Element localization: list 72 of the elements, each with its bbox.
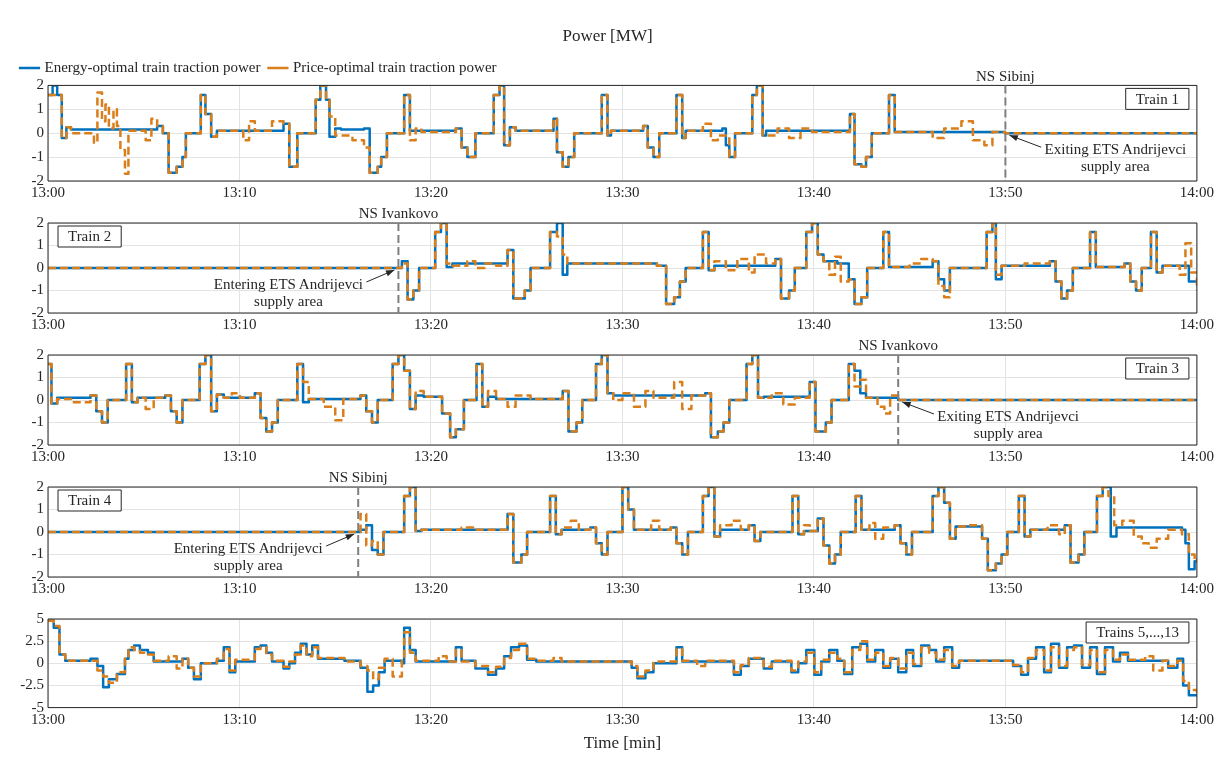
- y-tick-label: 2: [36, 76, 44, 93]
- y-tick-label: 2: [36, 213, 44, 230]
- y-tick-label: -1: [31, 413, 44, 430]
- y-tick-label: -1: [31, 545, 44, 562]
- y-tick-label: 2: [36, 345, 44, 362]
- y-tick-label: 1: [36, 500, 44, 517]
- x-tick-label: 13:30: [605, 447, 640, 464]
- x-tick-label: 13:40: [796, 447, 832, 464]
- x-tick-label: 14:00: [1179, 710, 1214, 727]
- annotation: Train 2: [67, 228, 112, 245]
- x-tick-label: 13:10: [222, 710, 257, 727]
- y-tick-label: 1: [36, 368, 44, 385]
- x-tick-label: 14:00: [1179, 447, 1214, 464]
- ref-line-label: NS Sibinj: [328, 469, 388, 486]
- annotation: Trains 5,...,13: [1096, 624, 1179, 641]
- ref-line-label: NS Ivankovo: [858, 337, 938, 354]
- y-tick-label: -1: [31, 281, 44, 298]
- y-tick-label: -2.5: [20, 676, 44, 693]
- x-tick-label: 13:20: [413, 447, 449, 464]
- y-tick-label: 1: [36, 236, 44, 253]
- x-tick-label: 13:40: [796, 710, 832, 727]
- annotation: Exiting ETS Andrijevci supply area: [937, 407, 1080, 441]
- y-tick-label: -2: [31, 171, 44, 188]
- x-tick-label: 13:40: [796, 183, 832, 200]
- annotation: Train 1: [1135, 90, 1179, 107]
- ref-line-label: NS Sibinj: [976, 67, 1035, 84]
- y-tick-label: -1: [31, 148, 44, 165]
- y-tick-label: 0: [36, 258, 44, 275]
- x-tick-label: 13:30: [605, 315, 640, 332]
- x-tick-label: 13:50: [988, 447, 1023, 464]
- x-tick-label: 13:30: [605, 710, 640, 727]
- y-tick-label: 1: [36, 100, 44, 117]
- x-tick-label: 13:50: [988, 183, 1023, 200]
- x-tick-label: 13:20: [413, 579, 449, 596]
- y-tick-label: -5: [31, 698, 44, 715]
- y-tick-label: -2: [31, 435, 44, 452]
- x-tick-label: 13:10: [222, 315, 257, 332]
- x-tick-label: 13:40: [796, 315, 832, 332]
- x-tick-label: 13:50: [988, 315, 1023, 332]
- legend-label: Price-optimal train traction power: [292, 58, 497, 75]
- y-tick-label: -2: [31, 567, 44, 584]
- x-tick-label: 13:50: [988, 579, 1023, 596]
- x-tick-label: 13:10: [222, 579, 257, 596]
- y-tick-label: 2.5: [25, 632, 44, 649]
- y-tick-label: 0: [36, 124, 44, 141]
- x-tick-label: 13:20: [413, 710, 449, 727]
- y-tick-label: 0: [36, 390, 44, 407]
- annotation: Train 3: [1135, 360, 1179, 377]
- ref-line-label: NS Ivankovo: [358, 205, 439, 222]
- x-tick-label: 14:00: [1179, 579, 1214, 596]
- x-tick-label: 14:00: [1179, 183, 1214, 200]
- y-tick-label: -2: [31, 303, 44, 320]
- x-tick-label: 13:20: [413, 315, 449, 332]
- x-tick-label: 13:40: [796, 579, 832, 596]
- x-tick-label: 13:10: [222, 183, 257, 200]
- legend-label: Energy-optimal train traction power: [44, 58, 261, 75]
- x-tick-label: 13:50: [988, 710, 1023, 727]
- x-tick-label: 13:30: [605, 579, 640, 596]
- annotation: Train 4: [67, 492, 112, 509]
- chart-title: Power [MW]: [562, 25, 653, 45]
- annotation: Exiting ETS Andrijevci supply area: [1044, 141, 1187, 175]
- annotation: Entering ETS Andrijevci supply area: [213, 275, 363, 309]
- x-tick-label: 13:20: [413, 183, 449, 200]
- y-tick-label: 0: [36, 522, 44, 539]
- x-axis-title: Time [min]: [583, 733, 662, 753]
- y-tick-label: 5: [36, 609, 44, 626]
- y-tick-label: 0: [36, 654, 44, 671]
- x-tick-label: 14:00: [1179, 315, 1214, 332]
- y-tick-label: 2: [36, 477, 44, 494]
- annotation: Entering ETS Andrijevci supply area: [173, 539, 323, 573]
- x-tick-label: 13:30: [605, 183, 640, 200]
- x-tick-label: 13:10: [222, 447, 257, 464]
